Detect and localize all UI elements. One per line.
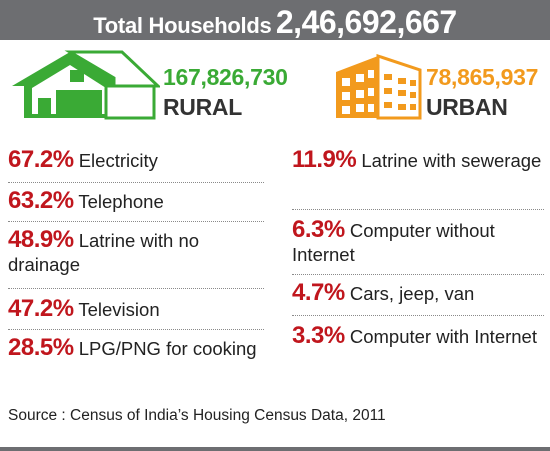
amenity-label: Latrine with sewerage <box>356 150 542 171</box>
amenity-label: Computer without Internet <box>292 220 495 265</box>
percent-value: 11.9% <box>292 146 357 173</box>
list-item: 6.3% Computer without Internet <box>292 210 544 275</box>
bottom-rule <box>0 447 550 451</box>
list-item: 4.7% Cars, jeep, van <box>292 275 544 316</box>
amenity-label: Electricity <box>73 150 158 171</box>
amenity-label: Computer with Internet <box>344 326 537 347</box>
amenity-label: Latrine with no drainage <box>8 230 200 275</box>
list-item: 28.5% LPG/PNG for cooking <box>8 330 264 396</box>
amenities-left-column: 67.2% Electricity 63.2% Telephone 48.9% … <box>8 140 264 396</box>
amenity-label: Cars, jeep, van <box>344 283 475 304</box>
amenities-right-column: 11.9% Latrine with sewerage 6.3% Compute… <box>292 140 544 380</box>
list-item: 67.2% Electricity <box>8 140 264 183</box>
house-icon <box>12 50 160 120</box>
percent-value: 47.2% <box>8 295 74 322</box>
percent-value: 28.5% <box>8 334 74 361</box>
list-item: 11.9% Latrine with sewerage <box>292 140 544 210</box>
amenity-label: LPG/PNG for cooking <box>73 338 257 359</box>
list-item: 63.2% Telephone <box>8 183 264 222</box>
header-bar: Total Households 2,46,692,667 <box>0 0 550 46</box>
building-icon <box>336 54 422 120</box>
percent-value: 48.9% <box>8 226 74 253</box>
total-households-label: Total Households <box>93 13 272 38</box>
percent-value: 67.2% <box>8 146 74 173</box>
source-note: Source : Census of India’s Housing Censu… <box>8 407 386 424</box>
list-item: 48.9% Latrine with no drainage <box>8 222 264 289</box>
total-households-value: 2,46,692,667 <box>275 4 457 40</box>
percent-value: 4.7% <box>292 279 345 306</box>
percent-value: 3.3% <box>292 322 345 349</box>
rural-households-count: 167,826,730 <box>163 64 288 90</box>
amenity-label: Telephone <box>73 191 164 212</box>
list-item: 47.2% Television <box>8 289 264 330</box>
urban-label: URBAN <box>426 94 508 120</box>
percent-value: 63.2% <box>8 187 74 214</box>
percent-value: 6.3% <box>292 216 345 243</box>
rural-label: RURAL <box>163 94 242 120</box>
list-item: 3.3% Computer with Internet <box>292 316 544 380</box>
header-title: Total Households 2,46,692,667 <box>0 4 550 41</box>
urban-households-count: 78,865,937 <box>426 64 539 90</box>
amenity-label: Television <box>73 299 160 320</box>
